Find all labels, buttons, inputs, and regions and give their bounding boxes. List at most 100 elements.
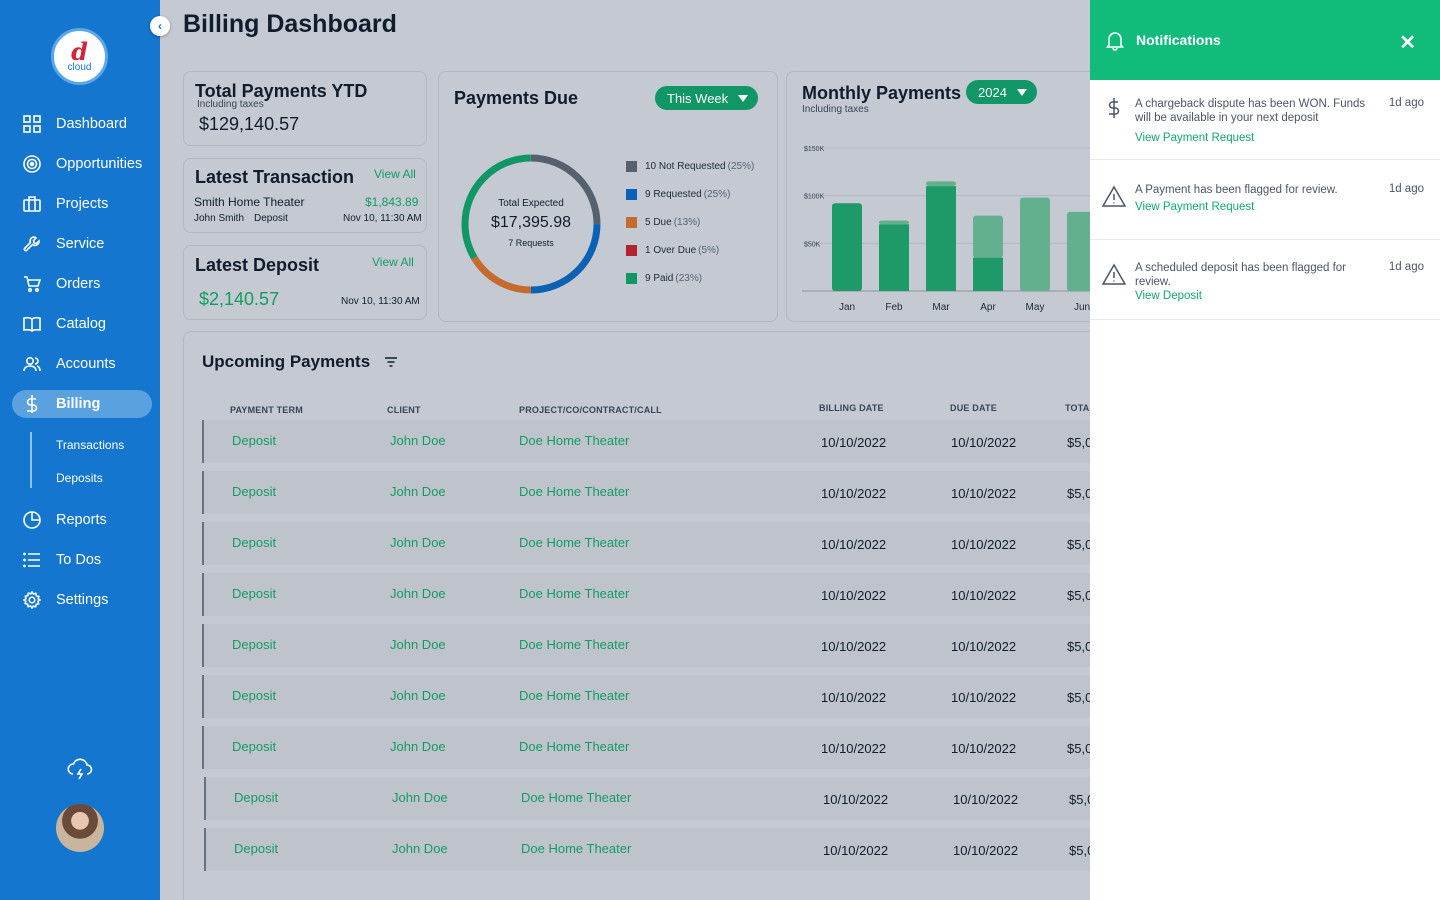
bar[interactable] bbox=[1067, 211, 1090, 291]
notification-message: A Payment has been flagged for review. bbox=[1135, 184, 1338, 196]
period-select[interactable]: This Week bbox=[655, 86, 759, 110]
cell-client[interactable]: John Doe bbox=[392, 790, 448, 805]
cell-term[interactable]: Deposit bbox=[234, 841, 279, 856]
briefcase-icon bbox=[22, 194, 42, 214]
table-row[interactable]: Deposit John Doe Doe Home Theater 10/10/202… bbox=[202, 522, 1092, 565]
cell-term[interactable]: Deposit bbox=[232, 688, 277, 703]
sidebar-item-projects[interactable]: Projects bbox=[12, 190, 152, 218]
sidebar-item-accounts[interactable]: Accounts bbox=[12, 350, 152, 378]
cell-project[interactable]: Doe Home Theater bbox=[519, 688, 630, 703]
cell-project[interactable]: Doe Home Theater bbox=[519, 433, 630, 448]
cell-total: $5,0 bbox=[1067, 588, 1093, 603]
collapse-sidebar-button[interactable]: ‹ bbox=[150, 16, 170, 36]
cell-billing: 10/10/2022 bbox=[821, 435, 887, 450]
cell-billing: 10/10/2022 bbox=[823, 843, 889, 858]
view-all-link[interactable]: View All bbox=[372, 255, 414, 269]
close-icon[interactable]: ✕ bbox=[1399, 32, 1416, 54]
app-logo[interactable]: d cloud bbox=[51, 28, 108, 85]
filter-icon[interactable] bbox=[384, 355, 398, 369]
avatar[interactable] bbox=[56, 804, 104, 852]
cell-total: $5,0 bbox=[1069, 792, 1095, 807]
cell-project[interactable]: Doe Home Theater bbox=[519, 484, 630, 499]
cell-client[interactable]: John Doe bbox=[390, 535, 446, 550]
bar[interactable] bbox=[879, 224, 909, 291]
notification-item[interactable]: A chargeback dispute has been WON. Funds… bbox=[1090, 80, 1440, 160]
cart-icon bbox=[22, 274, 42, 294]
bar[interactable] bbox=[832, 203, 862, 291]
notification-link[interactable]: View Payment Request bbox=[1135, 132, 1255, 144]
table-row[interactable]: Deposit John Doe Doe Home Theater 10/10/202… bbox=[202, 726, 1092, 769]
bar[interactable] bbox=[879, 220, 909, 225]
sidebar-subitem-transactions[interactable]: Transactions bbox=[56, 438, 125, 452]
cell-term[interactable]: Deposit bbox=[234, 790, 279, 805]
cell-project[interactable]: Doe Home Theater bbox=[521, 790, 632, 805]
table-row[interactable]: Deposit John Doe Doe Home Theater 10/10/202… bbox=[202, 471, 1092, 514]
cell-client[interactable]: John Doe bbox=[390, 484, 446, 499]
sidebar-item-label: Catalog bbox=[56, 316, 106, 332]
column-header[interactable]: DUE DATE bbox=[950, 403, 997, 413]
sidebar-item-label: Dashboard bbox=[56, 116, 127, 132]
column-header[interactable]: BILLING DATE bbox=[819, 403, 884, 413]
sidebar-item-opportunities[interactable]: Opportunities bbox=[12, 150, 152, 178]
table-row[interactable]: Deposit John Doe Doe Home Theater 10/10/202… bbox=[204, 777, 1095, 820]
cell-client[interactable]: John Doe bbox=[392, 841, 448, 856]
legend-item: 5 Due (13%) bbox=[626, 217, 700, 228]
cell-term[interactable]: Deposit bbox=[232, 535, 277, 550]
table-row[interactable]: Deposit John Doe Doe Home Theater 10/10/202… bbox=[202, 420, 1092, 463]
column-header[interactable]: PROJECT/CO/CONTRACT/CALL bbox=[519, 405, 662, 415]
legend-item: 1 Over Due (5%) bbox=[626, 245, 719, 256]
cell-total: $5,0 bbox=[1067, 690, 1093, 705]
bar[interactable] bbox=[1020, 197, 1050, 291]
cell-project[interactable]: Doe Home Theater bbox=[519, 535, 630, 550]
sidebar-item-settings[interactable]: Settings bbox=[12, 586, 152, 614]
card-latest-transaction: Latest Transaction View All Smith Home T… bbox=[183, 158, 427, 233]
sidebar-item-service[interactable]: Service bbox=[12, 230, 152, 258]
cell-term[interactable]: Deposit bbox=[232, 739, 277, 754]
cell-client[interactable]: John Doe bbox=[390, 586, 446, 601]
table-row[interactable]: Deposit John Doe Doe Home Theater 10/10/202… bbox=[202, 624, 1092, 667]
monthly-bar-chart: $150K $100K $50K Jan Feb Mar Apr May Jun bbox=[802, 146, 1090, 313]
bar[interactable] bbox=[926, 186, 956, 291]
table-row[interactable]: Deposit John Doe Doe Home Theater 10/10/202… bbox=[202, 675, 1093, 718]
cell-project[interactable]: Doe Home Theater bbox=[521, 841, 632, 856]
sidebar-item-reports[interactable]: Reports bbox=[12, 506, 152, 534]
cell-project[interactable]: Doe Home Theater bbox=[519, 637, 630, 652]
cell-client[interactable]: John Doe bbox=[390, 688, 446, 703]
cell-term[interactable]: Deposit bbox=[232, 433, 277, 448]
sidebar-item-todos[interactable]: To Dos bbox=[12, 546, 152, 574]
column-header[interactable]: PAYMENT TERM bbox=[230, 405, 303, 415]
bar[interactable] bbox=[926, 181, 956, 187]
donut-center-value: $17,395.98 bbox=[490, 214, 572, 231]
cell-project[interactable]: Doe Home Theater bbox=[519, 586, 630, 601]
table-row[interactable]: Deposit John Doe Doe Home Theater 10/10/202… bbox=[202, 573, 1093, 616]
sidebar-item-catalog[interactable]: Catalog bbox=[12, 310, 152, 338]
sidebar-item-billing[interactable]: Billing bbox=[12, 390, 152, 418]
table-row[interactable]: Deposit John Doe Doe Home Theater 10/10/202… bbox=[204, 828, 1094, 871]
notification-item[interactable]: A Payment has been flagged for review. V… bbox=[1090, 160, 1440, 240]
year-select[interactable]: 2024 bbox=[966, 80, 1037, 104]
notification-link[interactable]: View Deposit bbox=[1135, 290, 1202, 302]
cell-project[interactable]: Doe Home Theater bbox=[519, 739, 630, 754]
view-all-link[interactable]: View All bbox=[374, 167, 416, 181]
notifications-panel: Notifications ✕ A chargeback dispute has… bbox=[1090, 0, 1440, 900]
warning-icon bbox=[1102, 263, 1126, 285]
notification-item[interactable]: A scheduled deposit has been flagged for… bbox=[1090, 240, 1440, 320]
cell-term[interactable]: Deposit bbox=[232, 586, 277, 601]
column-header[interactable]: CLIENT bbox=[387, 405, 421, 415]
sidebar-item-dashboard[interactable]: Dashboard bbox=[12, 110, 152, 138]
cell-term[interactable]: Deposit bbox=[232, 637, 277, 652]
notification-link[interactable]: View Payment Request bbox=[1135, 201, 1255, 213]
cell-client[interactable]: John Doe bbox=[390, 739, 446, 754]
bar[interactable] bbox=[973, 257, 1003, 291]
column-header[interactable]: TOTAL bbox=[1065, 403, 1096, 413]
cloud-bolt-icon[interactable] bbox=[66, 755, 94, 783]
sidebar-subitem-deposits[interactable]: Deposits bbox=[56, 471, 103, 485]
bar[interactable] bbox=[973, 215, 1003, 258]
cell-term[interactable]: Deposit bbox=[232, 484, 277, 499]
logo-word: cloud bbox=[67, 61, 92, 73]
cell-client[interactable]: John Doe bbox=[390, 637, 446, 652]
year-select-value: 2024 bbox=[978, 84, 1007, 100]
cell-client[interactable]: John Doe bbox=[390, 433, 446, 448]
sidebar-item-orders[interactable]: Orders bbox=[12, 270, 152, 298]
x-tick-label: Mar bbox=[932, 302, 950, 313]
